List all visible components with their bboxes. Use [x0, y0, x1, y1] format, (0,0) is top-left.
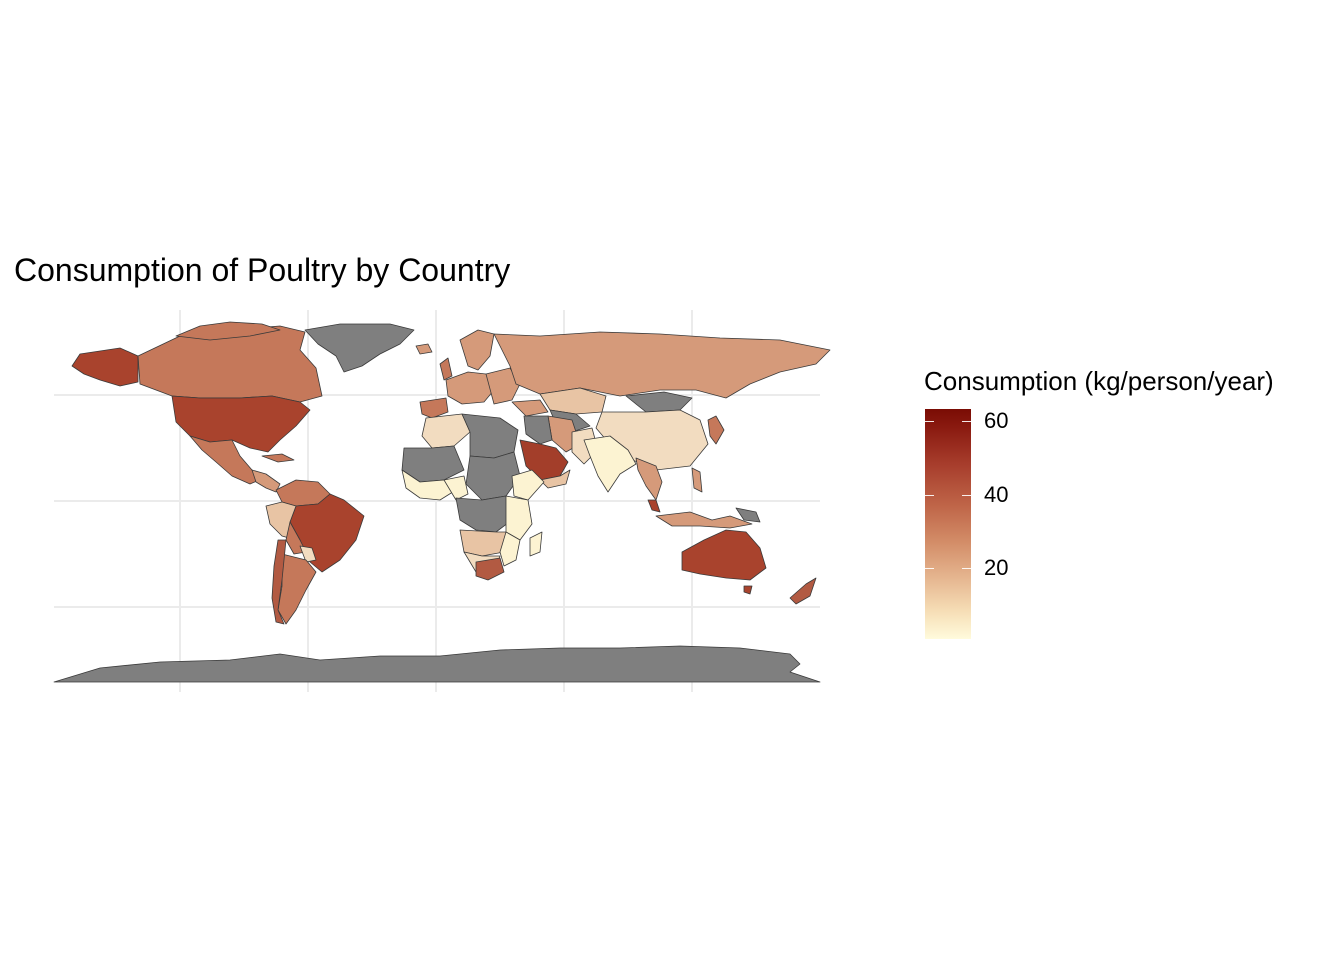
country-philippines [691, 467, 703, 493]
country-mongolia [625, 391, 693, 413]
country-argentina [277, 553, 317, 625]
country-new-zealand [789, 577, 817, 605]
country-iberia [419, 397, 449, 419]
country-indonesia [655, 511, 753, 529]
legend-title: Consumption (kg/person/year) [924, 366, 1274, 396]
map-title: Consumption of Poultry by Country [14, 252, 511, 288]
legend-color-bar [925, 409, 971, 639]
countries [53, 321, 831, 683]
country-alaska [71, 347, 139, 387]
country-central-africa [455, 495, 513, 533]
country-australia [681, 529, 767, 581]
country-mozambique [499, 531, 521, 567]
country-morocco-algeria [421, 413, 471, 449]
country-usa [171, 395, 311, 453]
country-west-africa [401, 469, 457, 501]
country-paraguay [299, 545, 317, 563]
country-canada-islands [175, 321, 281, 341]
legend-label-20: 20 [984, 555, 1009, 580]
country-yemen-oman [539, 469, 571, 489]
country-east-africa [505, 495, 533, 541]
country-madagascar [529, 531, 543, 557]
country-antarctica [53, 645, 821, 683]
country-india [583, 435, 637, 493]
legend-label-40: 40 [984, 482, 1009, 507]
country-south-africa [475, 557, 505, 581]
country-middle-east [523, 415, 553, 445]
legend-label-60: 60 [984, 408, 1009, 433]
country-turkey [511, 399, 549, 417]
country-libya-egypt [461, 413, 519, 459]
country-cuba [261, 453, 295, 463]
country-scandinavia [459, 329, 495, 371]
country-korea-japan [707, 415, 725, 445]
country-uk [439, 357, 453, 381]
country-russia [493, 331, 831, 399]
country-nigeria [443, 475, 469, 501]
country-europe-west [445, 371, 495, 405]
country-central-america [251, 469, 281, 493]
country-iceland [415, 343, 433, 355]
country-chile [271, 539, 287, 625]
country-papua [735, 507, 761, 523]
country-tasmania [743, 585, 753, 595]
country-horn-of-africa [511, 469, 545, 501]
country-angola-zambia [459, 529, 507, 557]
country-malaysia [647, 499, 661, 513]
country-greenland [304, 323, 415, 373]
country-europe-east [485, 367, 521, 405]
